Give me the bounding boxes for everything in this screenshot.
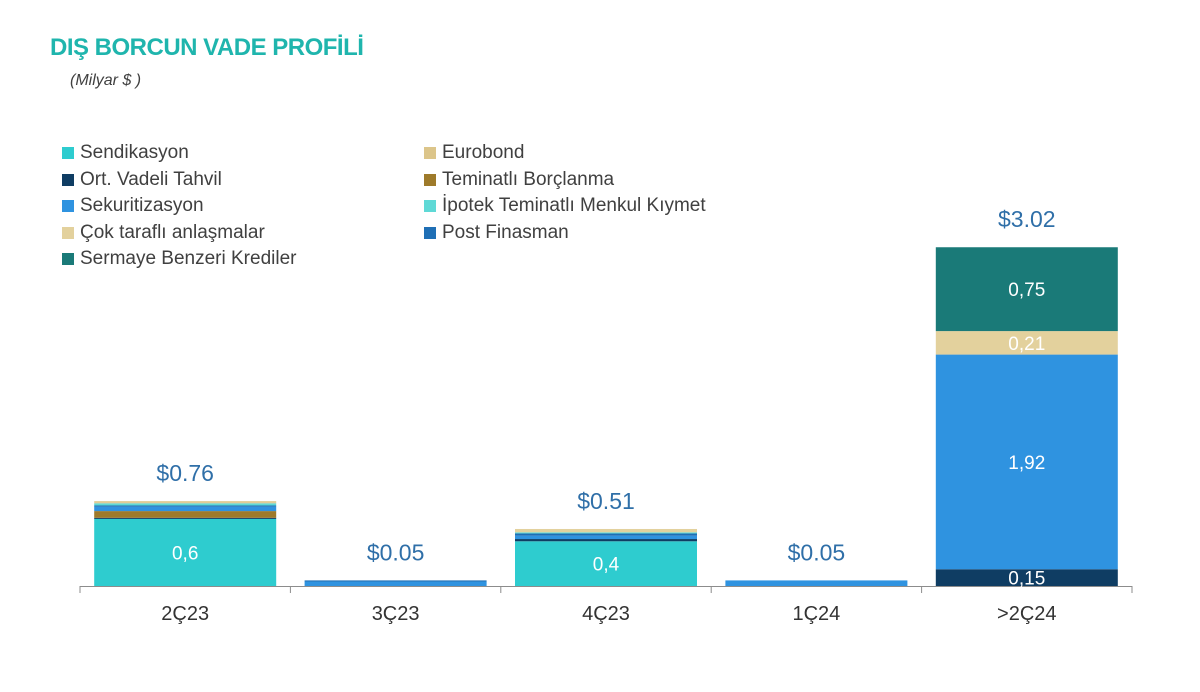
bar-total-label: $0.76 (156, 460, 214, 486)
bar-segment-i-potek-teminatl-menkul-k-ymet (94, 503, 277, 506)
legend-item-ok-tarafl-anla-malar: Çok taraflı anlaşmalar (62, 220, 265, 246)
x-tick-label: 1Ç24 (792, 603, 840, 625)
segment-value-label: 0,6 (172, 543, 198, 564)
bar-segment-sekuritizasyon (304, 581, 487, 586)
chart-title: DIŞ BORCUN VADE PROFİLİ (50, 34, 364, 61)
bar-segment-sendikasyon (515, 541, 697, 586)
unit-label: (Milyar $ ) (70, 72, 142, 89)
legend-swatch (424, 147, 436, 159)
legend-label: Ort. Vadeli Tahvil (80, 168, 222, 190)
bar-segment-teminatl-bor-lanma (94, 511, 277, 518)
legend-label: Sekuritizasyon (80, 195, 204, 216)
legend-label: Teminatlı Borçlanma (442, 168, 615, 190)
bar-segment-sekuritizasyon (935, 354, 1118, 570)
legend-swatch (424, 173, 436, 186)
segment-value-label: 1,92 (1008, 453, 1045, 474)
bar-segment-ort-vadeli-tahvil (935, 569, 1118, 586)
legend-label: Eurobond (442, 142, 525, 163)
bar-segment-i-potek-teminatl-menkul-k-ymet (515, 532, 697, 534)
segment-value-label: 0,15 (1008, 569, 1045, 590)
legend-label: İpotek Teminatlı Menkul Kıymet (442, 195, 706, 216)
segment-value-label: 0,21 (1008, 334, 1045, 355)
legend-item-eurobond: Eurobond (424, 140, 524, 166)
legend-item-post-finasman: Post Finasman (424, 220, 569, 246)
bar-total-label: $3.02 (998, 206, 1056, 232)
legend-swatch (62, 226, 74, 239)
legend-item-teminatl-bor-lanma: Teminatlı Borçlanma (424, 167, 614, 193)
bar-segment-sekuritizasyon (94, 506, 277, 512)
bar-segment-ok-tarafl-anla-malar (515, 528, 697, 533)
legend-item-sendikasyon: Sendikasyon (62, 140, 189, 166)
x-tick-label: 3Ç23 (372, 603, 420, 625)
x-tick-label: 2Ç23 (161, 603, 209, 625)
bar-total-label: $0.05 (367, 539, 425, 565)
segment-value-label: 0,4 (593, 555, 620, 576)
bar-segment-sekuritizasyon (515, 535, 697, 540)
legend-swatch (62, 253, 74, 265)
legend-label: Sermaye Benzeri Krediler (80, 248, 297, 269)
bar-segment-sermaye-benzeri-krediler (935, 247, 1118, 332)
legend-label: Çok taraflı anlaşmalar (80, 221, 265, 243)
legend-item-sekuritizasyon: Sekuritizasyon (62, 193, 204, 219)
bar-segment-ok-tarafl-anla-malar (94, 501, 277, 503)
x-tick-label: >2Ç24 (997, 603, 1057, 625)
legend-swatch (424, 200, 436, 212)
legend-label: Sendikasyon (80, 142, 189, 163)
bar-segment-post-finasman (94, 505, 277, 507)
bar-segment-ok-tarafl-anla-malar (935, 331, 1118, 355)
bar-segment-sendikasyon (94, 518, 277, 586)
segment-value-label: 0,75 (1008, 280, 1045, 301)
bar-segment-sekuritizasyon (725, 580, 908, 586)
legend-swatch (62, 147, 74, 159)
bar-segment-ort-vadeli-tahvil (515, 539, 697, 542)
legend-item-sermaye-benzeri-krediler: Sermaye Benzeri Krediler (62, 246, 296, 272)
bar-segment-eurobond (94, 502, 277, 504)
legend-label: Post Finasman (442, 221, 569, 243)
legend-swatch (424, 226, 436, 239)
legend-item-i-potek-teminatl-menkul-k-ymet: İpotek Teminatlı Menkul Kıymet (424, 193, 706, 219)
bar-total-label: $0.51 (577, 488, 635, 514)
legend: Sendikasyon Eurobond Ort. Vadeli Tahvil Tem… (62, 140, 782, 276)
legend-swatch (62, 173, 74, 186)
bar-segment-post-finasman (515, 533, 697, 536)
legend-item-ort-vadeli-tahvil: Ort. Vadeli Tahvil (62, 167, 222, 193)
bar-segment-post-finasman (304, 580, 487, 582)
bar-segment-ort-vadeli-tahvil (94, 517, 277, 519)
x-tick-label: 4Ç23 (582, 603, 630, 625)
bar-total-label: $0.05 (788, 539, 846, 565)
legend-swatch (62, 200, 74, 212)
